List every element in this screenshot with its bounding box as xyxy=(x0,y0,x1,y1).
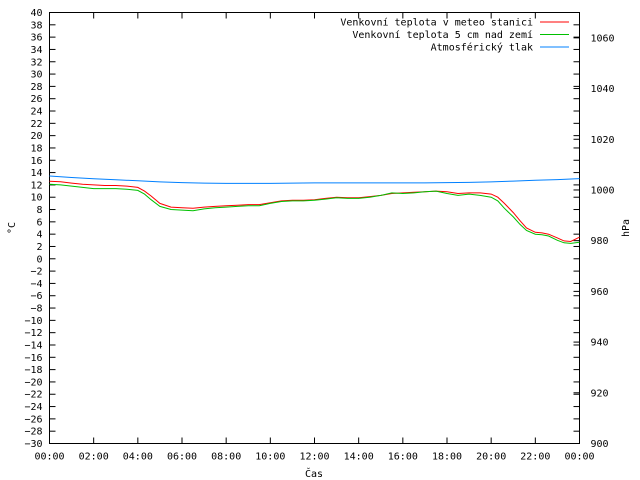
x-tick-label: 06:00 xyxy=(167,452,197,463)
legend: Venkovní teplota v meteo staniciVenkovní… xyxy=(340,17,569,54)
y-tick-label: −24 xyxy=(24,402,42,413)
y-tick-label: −6 xyxy=(30,291,42,302)
y-tick-label: 18 xyxy=(30,143,42,154)
plot-frame xyxy=(49,12,580,444)
y-tick-label: 8 xyxy=(36,205,42,216)
y2-tick-label: 1060 xyxy=(591,33,615,44)
y-tick-label: 30 xyxy=(30,70,42,81)
x-tick-label: 04:00 xyxy=(123,452,153,463)
y-tick-label: 28 xyxy=(30,82,42,93)
x-tick-label: 12:00 xyxy=(299,452,329,463)
y-tick-label: 22 xyxy=(30,119,42,130)
y-tick-label: −30 xyxy=(24,439,42,450)
y-tick-label: −18 xyxy=(24,365,42,376)
y-tick-label: −26 xyxy=(24,414,42,425)
y-tick-label: 14 xyxy=(30,168,42,179)
x-tick-label: 00:00 xyxy=(564,452,594,463)
y-tick-label: 20 xyxy=(30,131,42,142)
series-line-1 xyxy=(49,180,580,243)
y2-tick-label: 940 xyxy=(591,338,609,349)
y-tick-label: −4 xyxy=(30,279,42,290)
y-tick-label: −14 xyxy=(24,340,42,351)
y-tick-label: 0 xyxy=(36,254,42,265)
x-tick-label: 18:00 xyxy=(432,452,462,463)
y2-tick-label: 1020 xyxy=(591,135,615,146)
y-tick-label: −16 xyxy=(24,353,42,364)
y2-axis-label: hPa xyxy=(621,219,632,237)
y-tick-label: −22 xyxy=(24,390,42,401)
y-tick-label: 36 xyxy=(30,33,42,44)
x-tick-label: 16:00 xyxy=(388,452,418,463)
axis-ticks: −30−28−26−24−22−20−18−16−14−12−10−8−6−4−… xyxy=(24,8,614,463)
y2-tick-label: 1040 xyxy=(591,84,615,95)
x-tick-label: 20:00 xyxy=(476,452,506,463)
series-line-3 xyxy=(49,175,580,184)
y-tick-label: −10 xyxy=(24,316,42,327)
y-tick-label: 12 xyxy=(30,180,42,191)
y-tick-label: 2 xyxy=(36,242,42,253)
x-axis-label: Čas xyxy=(305,467,323,480)
y-tick-label: −8 xyxy=(30,304,42,315)
y-tick-label: −20 xyxy=(24,377,42,388)
y-tick-label: −2 xyxy=(30,267,42,278)
y2-tick-label: 900 xyxy=(591,439,609,450)
x-tick-label: 14:00 xyxy=(344,452,374,463)
y-tick-label: 32 xyxy=(30,57,42,68)
y2-tick-label: 920 xyxy=(591,388,609,399)
y-tick-label: 16 xyxy=(30,156,42,167)
series-line-2 xyxy=(49,183,580,244)
x-tick-label: 22:00 xyxy=(520,452,550,463)
y-tick-label: 24 xyxy=(30,107,42,118)
y-tick-label: 26 xyxy=(30,94,42,105)
y2-tick-label: 960 xyxy=(591,287,609,298)
legend-label-2: Venkovní teplota 5 cm nad zemí xyxy=(352,29,533,41)
y-tick-label: −28 xyxy=(24,427,42,438)
x-tick-label: 08:00 xyxy=(211,452,241,463)
y2-tick-label: 980 xyxy=(591,236,609,247)
y-tick-label: 34 xyxy=(30,45,42,56)
y-tick-label: 4 xyxy=(36,230,42,241)
x-tick-label: 00:00 xyxy=(34,452,64,463)
y-axis-label: °C xyxy=(7,222,18,234)
y-tick-label: 10 xyxy=(30,193,42,204)
legend-label-1: Venkovní teplota v meteo stanici xyxy=(340,17,533,29)
x-tick-label: 02:00 xyxy=(79,452,109,463)
x-tick-label: 10:00 xyxy=(255,452,285,463)
legend-label-3: Atmosférický tlak xyxy=(431,42,533,54)
y-tick-label: 38 xyxy=(30,20,42,31)
y-tick-label: 40 xyxy=(30,8,42,19)
y2-tick-label: 1000 xyxy=(591,185,615,196)
y-tick-label: 6 xyxy=(36,217,42,228)
series-layer xyxy=(49,175,580,244)
y-tick-label: −12 xyxy=(24,328,42,339)
